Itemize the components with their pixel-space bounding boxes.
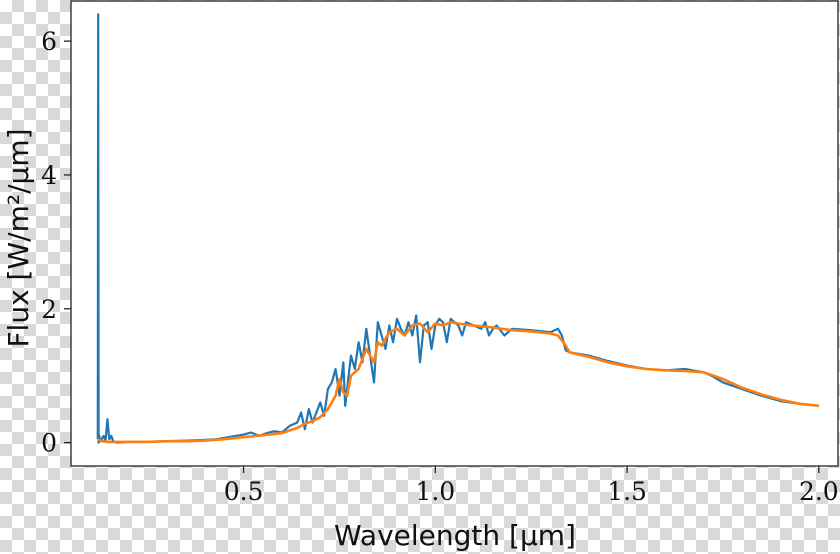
y-tick-label: 6 [41,27,57,56]
y-tick-label: 0 [41,429,57,458]
series-line-2 [97,320,819,444]
x-tick-label: 0.5 [224,477,264,506]
x-tick-label: 1.0 [415,477,455,506]
y-axis-label: Flux [W/m²/μm] [2,128,35,347]
y-tick-label: 2 [41,295,57,324]
y-axis: 0 2 4 6 [41,27,71,458]
series-layer [96,13,819,444]
plot-area [70,0,839,467]
x-axis: 0.5 1.0 1.5 2.0 [224,466,839,506]
x-axis-label: Wavelength [μm] [334,519,576,552]
y-tick-label: 4 [41,161,57,190]
x-tick-label: 2.0 [799,477,839,506]
x-tick-label: 1.5 [607,477,647,506]
